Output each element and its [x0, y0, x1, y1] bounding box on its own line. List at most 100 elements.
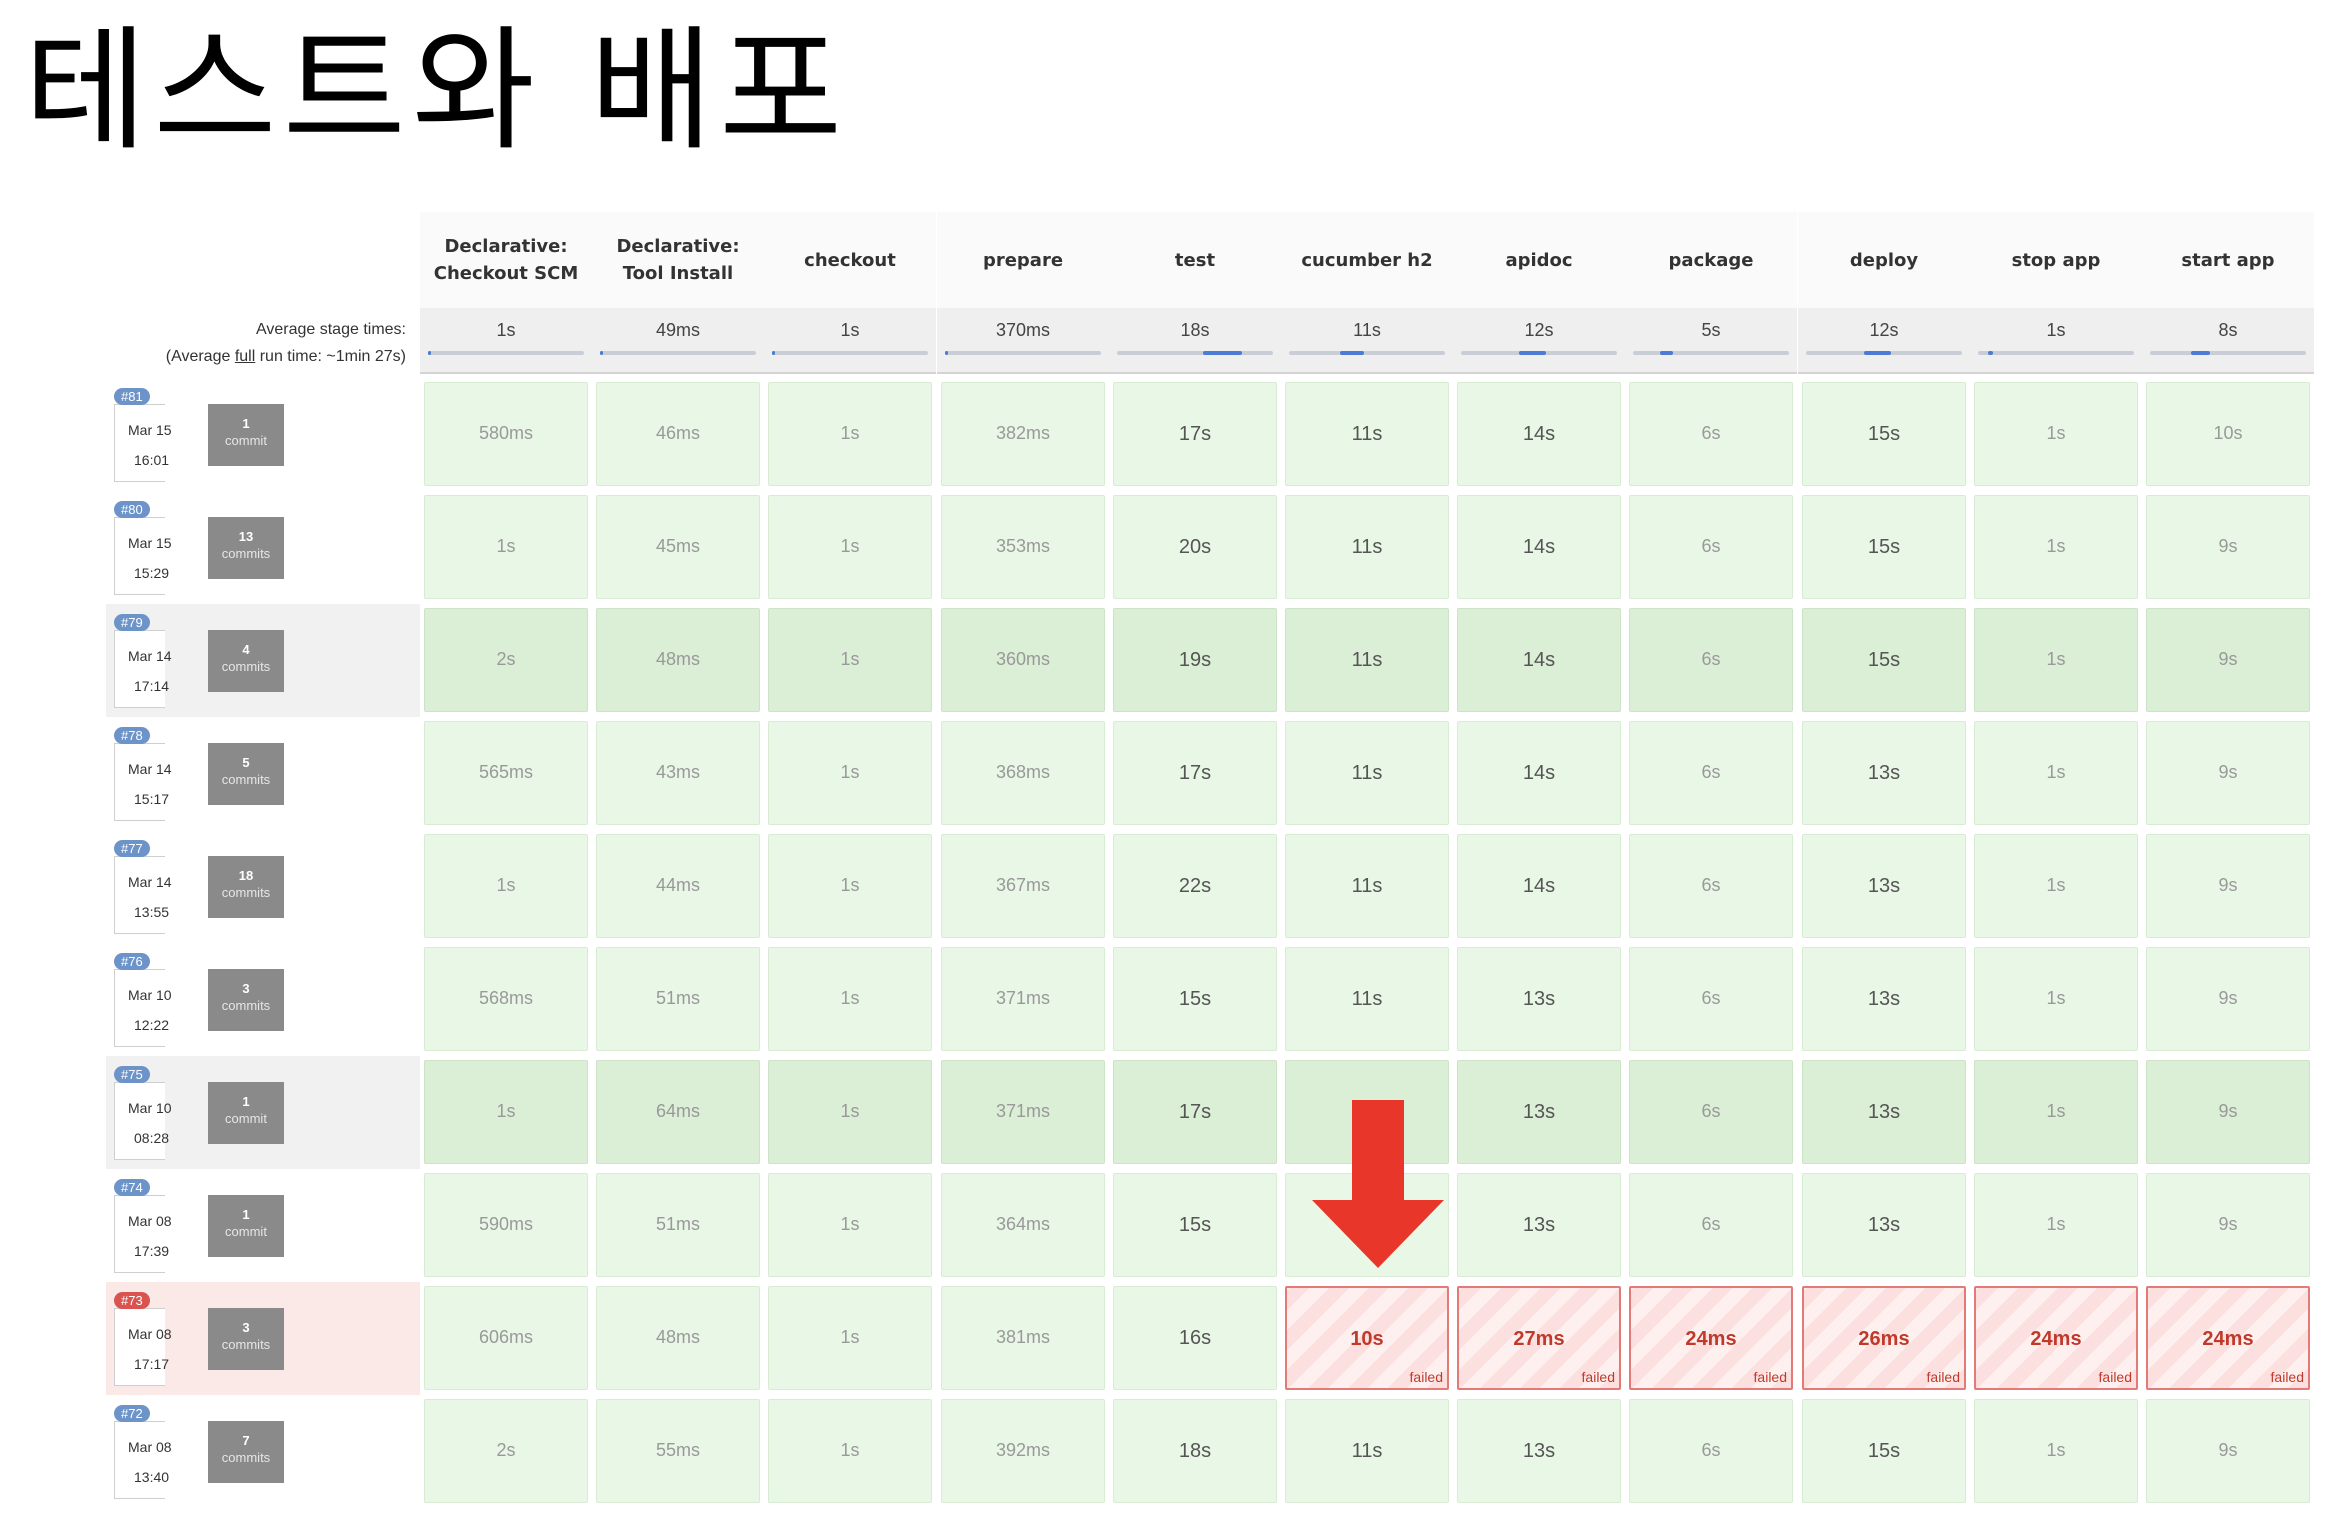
- commits-badge[interactable]: 13 commits: [208, 517, 284, 579]
- stage-cell[interactable]: 9s: [2146, 834, 2310, 938]
- full-run-time-link[interactable]: full: [234, 348, 256, 366]
- stage-cell[interactable]: 6s: [1629, 721, 1793, 825]
- build-card[interactable]: [114, 517, 165, 595]
- stage-cell[interactable]: 2s: [424, 608, 588, 712]
- stage-cell[interactable]: 11s: [1285, 721, 1449, 825]
- build-number-badge[interactable]: #73: [114, 1292, 150, 1309]
- stage-cell[interactable]: 1s: [1974, 1060, 2138, 1164]
- stage-cell-failed[interactable]: 24ms failed: [1629, 1286, 1793, 1390]
- stage-cell[interactable]: 367ms: [941, 834, 1105, 938]
- stage-cell[interactable]: 15s: [1802, 382, 1966, 486]
- stage-cell[interactable]: 1s: [768, 495, 932, 599]
- stage-cell[interactable]: 568ms: [424, 947, 588, 1051]
- stage-cell[interactable]: 360ms: [941, 608, 1105, 712]
- stage-cell[interactable]: 1s: [1974, 608, 2138, 712]
- stage-cell[interactable]: 48ms: [596, 1286, 760, 1390]
- stage-cell[interactable]: 364ms: [941, 1173, 1105, 1277]
- build-number-badge[interactable]: #81: [114, 388, 150, 405]
- commits-badge[interactable]: 1 commit: [208, 404, 284, 466]
- stage-cell[interactable]: 17s: [1113, 382, 1277, 486]
- stage-cell[interactable]: 1s: [768, 382, 932, 486]
- stage-cell[interactable]: 14s: [1457, 495, 1621, 599]
- stage-cell[interactable]: 18s: [1113, 1399, 1277, 1503]
- stage-cell[interactable]: 43ms: [596, 721, 760, 825]
- build-number-badge[interactable]: #72: [114, 1405, 150, 1422]
- stage-cell[interactable]: 20s: [1113, 495, 1277, 599]
- stage-cell[interactable]: 6s: [1629, 608, 1793, 712]
- commits-badge[interactable]: 18 commits: [208, 856, 284, 918]
- stage-cell[interactable]: 44ms: [596, 834, 760, 938]
- stage-cell-failed[interactable]: 27ms failed: [1457, 1286, 1621, 1390]
- stage-cell[interactable]: 15s: [1802, 608, 1966, 712]
- stage-cell[interactable]: 1s: [768, 1173, 932, 1277]
- stage-cell[interactable]: 11s: [1285, 495, 1449, 599]
- stage-cell[interactable]: 64ms: [596, 1060, 760, 1164]
- build-number-badge[interactable]: #76: [114, 953, 150, 970]
- stage-cell[interactable]: 13s: [1802, 947, 1966, 1051]
- stage-cell[interactable]: 1s: [1974, 721, 2138, 825]
- stage-cell-failed[interactable]: 26ms failed: [1802, 1286, 1966, 1390]
- stage-cell[interactable]: 6s: [1629, 1399, 1793, 1503]
- stage-cell[interactable]: 1s: [768, 947, 932, 1051]
- stage-cell[interactable]: 371ms: [941, 947, 1105, 1051]
- stage-cell[interactable]: 1s: [768, 834, 932, 938]
- build-number-badge[interactable]: #80: [114, 501, 150, 518]
- commits-badge[interactable]: 1 commit: [208, 1082, 284, 1144]
- stage-cell[interactable]: 13s: [1457, 1399, 1621, 1503]
- stage-cell[interactable]: 1s: [768, 608, 932, 712]
- build-card[interactable]: [114, 1421, 165, 1499]
- commits-badge[interactable]: 1 commit: [208, 1195, 284, 1257]
- stage-cell[interactable]: 1s: [768, 1286, 932, 1390]
- commits-badge[interactable]: 3 commits: [208, 1308, 284, 1370]
- stage-cell-failed[interactable]: 24ms failed: [2146, 1286, 2310, 1390]
- stage-cell[interactable]: 11s: [1285, 834, 1449, 938]
- stage-cell[interactable]: 9s: [2146, 1173, 2310, 1277]
- stage-cell[interactable]: 48ms: [596, 608, 760, 712]
- stage-cell[interactable]: 14s: [1457, 382, 1621, 486]
- build-card[interactable]: [114, 404, 165, 482]
- stage-cell[interactable]: 9s: [2146, 1060, 2310, 1164]
- stage-cell[interactable]: 13s: [1802, 1173, 1966, 1277]
- stage-cell[interactable]: 9s: [2146, 495, 2310, 599]
- stage-cell[interactable]: 382ms: [941, 382, 1105, 486]
- build-number-badge[interactable]: #79: [114, 614, 150, 631]
- stage-cell[interactable]: 13s: [1457, 947, 1621, 1051]
- stage-cell[interactable]: 1s: [1974, 947, 2138, 1051]
- stage-cell[interactable]: 55ms: [596, 1399, 760, 1503]
- stage-cell[interactable]: 14s: [1457, 834, 1621, 938]
- stage-cell[interactable]: 46ms: [596, 382, 760, 486]
- stage-cell[interactable]: 353ms: [941, 495, 1105, 599]
- stage-cell[interactable]: 22s: [1113, 834, 1277, 938]
- build-number-badge[interactable]: #75: [114, 1066, 150, 1083]
- stage-cell[interactable]: 6s: [1629, 834, 1793, 938]
- stage-cell[interactable]: 1s: [424, 834, 588, 938]
- stage-cell[interactable]: 17s: [1113, 721, 1277, 825]
- stage-cell[interactable]: 6s: [1629, 1060, 1793, 1164]
- stage-cell[interactable]: 392ms: [941, 1399, 1105, 1503]
- build-number-badge[interactable]: #78: [114, 727, 150, 744]
- stage-cell[interactable]: 371ms: [941, 1060, 1105, 1164]
- stage-cell[interactable]: 17s: [1113, 1060, 1277, 1164]
- stage-cell[interactable]: 368ms: [941, 721, 1105, 825]
- stage-cell[interactable]: 13s: [1457, 1060, 1621, 1164]
- stage-cell[interactable]: 10s: [2146, 382, 2310, 486]
- stage-cell[interactable]: 15s: [1802, 495, 1966, 599]
- commits-badge[interactable]: 7 commits: [208, 1421, 284, 1483]
- stage-cell[interactable]: 13s: [1802, 721, 1966, 825]
- stage-cell[interactable]: 580ms: [424, 382, 588, 486]
- commits-badge[interactable]: 5 commits: [208, 743, 284, 805]
- stage-cell[interactable]: 19s: [1113, 608, 1277, 712]
- commits-badge[interactable]: 4 commits: [208, 630, 284, 692]
- stage-cell[interactable]: 590ms: [424, 1173, 588, 1277]
- stage-cell[interactable]: 13s: [1457, 1173, 1621, 1277]
- stage-cell[interactable]: 14s: [1457, 721, 1621, 825]
- commits-badge[interactable]: 3 commits: [208, 969, 284, 1031]
- stage-cell[interactable]: 51ms: [596, 947, 760, 1051]
- build-card[interactable]: [114, 743, 165, 821]
- stage-cell[interactable]: 6s: [1629, 1173, 1793, 1277]
- stage-cell[interactable]: 1s: [768, 1399, 932, 1503]
- stage-cell[interactable]: 13s: [1802, 834, 1966, 938]
- stage-cell[interactable]: 6s: [1629, 382, 1793, 486]
- stage-cell[interactable]: 11s: [1285, 947, 1449, 1051]
- build-card[interactable]: [114, 1308, 165, 1386]
